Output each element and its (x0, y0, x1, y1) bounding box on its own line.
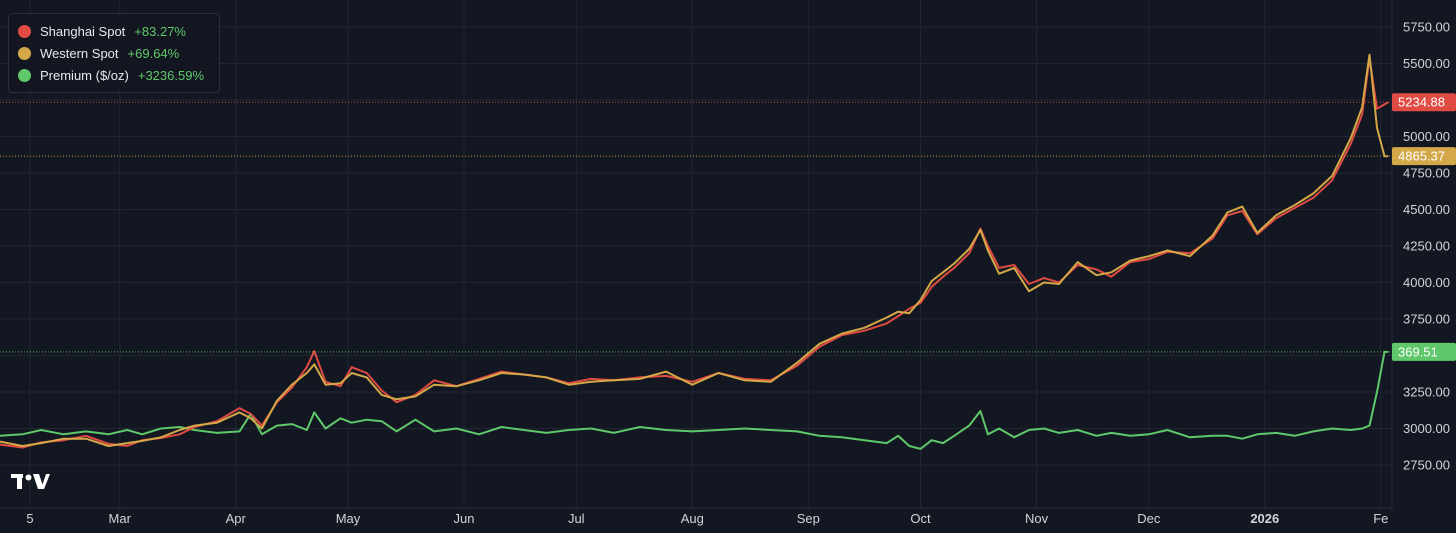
legend-series-name: Premium ($/oz) (40, 67, 129, 83)
legend-item-western-spot[interactable]: Western Spot +69.64% (18, 43, 179, 63)
x-tick-label: Sep (797, 511, 820, 526)
series-lines (0, 53, 1389, 450)
y-tick-label: 3250.00 (1403, 385, 1450, 400)
premium-last-value-badge (1392, 342, 1456, 361)
legend-series-name: Western Spot (40, 45, 119, 61)
x-tick-label: Jul (568, 511, 585, 526)
premium-color-dot (18, 68, 31, 82)
x-tick-label: Aug (681, 511, 704, 526)
legend-series-change: +83.27% (134, 23, 186, 39)
x-axis[interactable]: 5 Mar Apr May Jun Jul Aug Sep Oct Nov Dec 2026 Fe (26, 511, 1388, 526)
shanghai-last-value-label: 5234.88 (1398, 95, 1445, 110)
shanghai-color-dot (18, 24, 31, 38)
x-tick-label: Jun (454, 511, 475, 526)
x-tick-label: Nov (1025, 511, 1049, 526)
y-tick-label: 4000.00 (1403, 275, 1450, 290)
shanghai-series-line (0, 56, 1389, 449)
x-tick-label: Oct (910, 511, 931, 526)
x-tick-label: Dec (1137, 511, 1161, 526)
x-tick-label: 5 (26, 511, 33, 526)
last-value-badges: 5234.88 4865.37 369.51 (1392, 93, 1456, 361)
x-tick-label: Fe (1373, 511, 1388, 526)
last-value-guides (0, 101, 1392, 353)
y-tick-label: 4750.00 (1403, 166, 1450, 181)
legend-series-change: +69.64% (127, 45, 180, 61)
premium-series-line (0, 350, 1389, 450)
western-last-value-badge (1392, 147, 1456, 166)
x-tick-label: Mar (109, 511, 132, 526)
y-tick-label: 3000.00 (1403, 421, 1450, 436)
legend-item-shanghai-spot[interactable]: Shanghai Spot +83.27% (18, 21, 186, 41)
legend-series-name: Shanghai Spot (40, 23, 126, 39)
legend-item-premium[interactable]: Premium ($/oz) +3236.59% (18, 65, 204, 85)
y-tick-label: 2750.00 (1403, 458, 1450, 473)
y-tick-label: 4250.00 (1403, 239, 1450, 254)
y-tick-label: 5500.00 (1403, 56, 1450, 71)
x-tick-label: May (336, 511, 361, 526)
western-series-line (0, 53, 1389, 447)
tradingview-logo-icon[interactable] (10, 470, 50, 492)
grid-lines (0, 0, 1393, 509)
premium-last-value-label: 369.51 (1398, 344, 1438, 359)
y-axis[interactable]: 2750.003000.003250.003500.003750.004000.… (1403, 20, 1450, 473)
western-color-dot (18, 46, 31, 60)
chart-legend: Shanghai Spot +83.27% Western Spot +69.6… (8, 13, 220, 93)
y-tick-label: 4500.00 (1403, 202, 1450, 217)
western-last-value-label: 4865.37 (1398, 149, 1445, 164)
legend-series-change: +3236.59% (137, 67, 205, 83)
y-tick-label: 3750.00 (1403, 312, 1450, 327)
shanghai-last-value-badge (1392, 93, 1456, 112)
y-tick-label: 5000.00 (1403, 129, 1450, 144)
y-tick-label: 5750.00 (1403, 20, 1450, 35)
x-tick-label: 2026 (1250, 511, 1279, 526)
x-tick-label: Apr (226, 511, 247, 526)
